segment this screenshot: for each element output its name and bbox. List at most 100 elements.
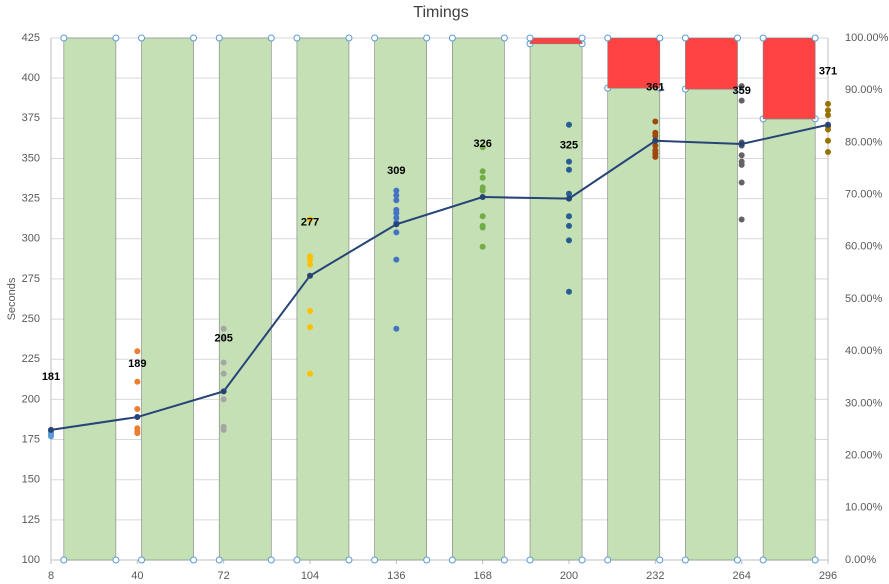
bar-corner-marker — [526, 34, 534, 42]
data-label: 309 — [387, 165, 405, 177]
bar — [607, 37, 661, 89]
scatter-point — [652, 118, 659, 125]
line-point — [220, 388, 227, 395]
scatter-point — [393, 197, 400, 204]
scatter-point — [134, 430, 141, 437]
scatter-point — [479, 224, 486, 231]
line-point — [307, 272, 313, 279]
y-tick-label: 325 — [22, 193, 40, 205]
scatter-point — [566, 121, 572, 128]
bar-corner-marker — [811, 34, 819, 42]
bar-corner-marker — [500, 556, 508, 564]
scatter-point — [393, 229, 400, 236]
data-label: 326 — [473, 138, 491, 150]
scatter-point — [738, 152, 745, 159]
y-tick-label: 150 — [22, 474, 40, 486]
scatter-point — [307, 324, 313, 331]
scatter-point — [220, 370, 227, 377]
bar-corner-marker — [293, 34, 301, 42]
scatter-point — [738, 161, 745, 168]
bar-corner-marker — [811, 556, 819, 564]
scatter-point — [479, 168, 486, 175]
scatter-point — [566, 190, 572, 197]
bar-corner-marker — [267, 556, 275, 564]
scatter-point — [566, 222, 572, 229]
bar-corner-marker — [578, 34, 586, 42]
scatter-point — [825, 126, 831, 133]
data-label: 361 — [646, 82, 664, 94]
scatter-point — [566, 213, 572, 220]
y2-tick-label: 0.00% — [845, 554, 876, 566]
bar-corner-marker — [267, 34, 275, 42]
y2-tick-label: 40.00% — [845, 345, 883, 357]
bar — [63, 37, 117, 561]
y2-tick-label: 30.00% — [845, 397, 883, 409]
x-tick-label: 136 — [387, 570, 405, 582]
y-tick-label: 225 — [22, 353, 40, 365]
data-label: 359 — [732, 85, 750, 97]
scatter-point — [566, 166, 572, 173]
scatter-point — [825, 100, 831, 107]
bar-corner-marker — [293, 556, 301, 564]
scatter-point — [566, 237, 572, 244]
scatter-point — [307, 308, 313, 315]
scatter-point — [220, 335, 227, 342]
y-tick-label: 275 — [22, 273, 40, 285]
scatter-point — [220, 359, 227, 366]
bar-corner-marker — [681, 556, 689, 564]
scatter-point — [652, 142, 659, 149]
scatter-point — [393, 192, 400, 199]
bar-corner-marker — [190, 556, 198, 564]
line-point — [134, 414, 141, 421]
y-tick-label: 425 — [22, 32, 40, 44]
bar-corner-marker — [681, 34, 689, 42]
scatter-point — [393, 187, 400, 194]
bar — [374, 37, 427, 561]
scatter-point — [307, 261, 313, 268]
line-point — [825, 121, 831, 128]
data-label: 181 — [42, 371, 60, 383]
y2-tick-label: 90.00% — [845, 84, 883, 96]
scatter-point — [134, 378, 141, 385]
y-axis-label: Seconds — [6, 277, 18, 320]
y-tick-label: 375 — [22, 112, 40, 124]
scatter-point — [220, 396, 227, 403]
bar-corner-marker — [526, 556, 534, 564]
scatter-point — [479, 213, 486, 220]
bar — [452, 37, 505, 561]
data-label: 189 — [128, 358, 146, 370]
bar — [607, 87, 661, 561]
x-tick-label: 296 — [819, 570, 837, 582]
x-tick-label: 200 — [560, 570, 578, 582]
scatter-point — [479, 174, 486, 181]
bar-corner-marker — [112, 556, 120, 564]
x-tick-label: 104 — [301, 570, 319, 582]
bar — [762, 118, 816, 561]
bar — [685, 37, 738, 90]
y-tick-label: 400 — [22, 72, 40, 84]
y2-tick-label: 70.00% — [845, 189, 883, 201]
bar — [296, 37, 350, 561]
x-tick-label: 264 — [732, 570, 750, 582]
y-tick-label: 200 — [22, 393, 40, 405]
x-tick-label: 8 — [48, 570, 54, 582]
scatter-point — [307, 216, 313, 223]
bar-corner-marker — [448, 34, 456, 42]
line-point — [738, 141, 745, 148]
scatter-point — [479, 144, 486, 151]
bar-corner-marker — [656, 556, 664, 564]
bar-corner-marker — [423, 34, 431, 42]
bar-corner-marker — [500, 34, 508, 42]
y2-tick-label: 80.00% — [845, 136, 883, 148]
bar-corner-marker — [215, 556, 223, 564]
bar-corner-marker — [112, 34, 120, 42]
bar — [141, 37, 194, 561]
x-tick-label: 40 — [131, 570, 143, 582]
bar-corner-marker — [423, 556, 431, 564]
chart-title: Timings — [413, 4, 468, 21]
y2-tick-label: 20.00% — [845, 450, 883, 462]
bar-corner-marker — [60, 34, 68, 42]
bar-corner-marker — [345, 34, 353, 42]
bar-corner-marker — [759, 34, 767, 42]
